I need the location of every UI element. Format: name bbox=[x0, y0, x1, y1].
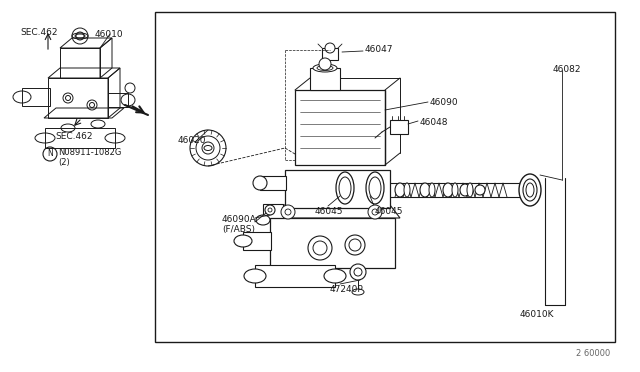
Ellipse shape bbox=[429, 183, 435, 197]
Ellipse shape bbox=[519, 174, 541, 206]
Text: 46082: 46082 bbox=[553, 65, 582, 74]
Bar bbox=[155, 12, 615, 342]
Circle shape bbox=[281, 205, 295, 219]
Ellipse shape bbox=[253, 176, 267, 190]
Ellipse shape bbox=[352, 289, 364, 295]
Bar bbox=[108, 93, 128, 107]
Polygon shape bbox=[265, 205, 400, 218]
Circle shape bbox=[345, 235, 365, 255]
Text: 46010: 46010 bbox=[95, 30, 124, 39]
Text: N08911-1082G
(2): N08911-1082G (2) bbox=[58, 148, 122, 167]
Circle shape bbox=[308, 236, 332, 260]
Bar bbox=[310, 68, 340, 90]
Ellipse shape bbox=[244, 269, 266, 283]
Ellipse shape bbox=[475, 185, 485, 195]
Bar bbox=[285, 170, 390, 208]
Text: 46045: 46045 bbox=[315, 207, 344, 216]
Text: 46047: 46047 bbox=[365, 45, 394, 55]
Ellipse shape bbox=[443, 183, 453, 197]
Bar bbox=[255, 265, 335, 287]
Ellipse shape bbox=[467, 183, 473, 197]
Ellipse shape bbox=[234, 235, 252, 247]
Ellipse shape bbox=[366, 172, 384, 204]
Text: 46090A
(F/ABS): 46090A (F/ABS) bbox=[222, 215, 257, 234]
Bar bbox=[270, 218, 395, 268]
Circle shape bbox=[265, 205, 275, 215]
Circle shape bbox=[325, 43, 335, 53]
Circle shape bbox=[319, 58, 331, 70]
Ellipse shape bbox=[523, 179, 537, 201]
Ellipse shape bbox=[460, 184, 470, 196]
Circle shape bbox=[190, 130, 226, 166]
Text: 46020: 46020 bbox=[178, 136, 207, 145]
Text: SEC.462: SEC.462 bbox=[20, 28, 58, 37]
Text: 46010K: 46010K bbox=[520, 310, 554, 319]
Ellipse shape bbox=[420, 183, 430, 197]
Circle shape bbox=[368, 205, 382, 219]
Ellipse shape bbox=[313, 64, 337, 72]
Bar bbox=[45, 128, 115, 148]
Ellipse shape bbox=[256, 215, 270, 225]
Ellipse shape bbox=[404, 183, 410, 197]
Bar bbox=[22, 88, 50, 106]
Text: SEC.462: SEC.462 bbox=[55, 132, 93, 141]
Ellipse shape bbox=[324, 269, 346, 283]
Ellipse shape bbox=[336, 172, 354, 204]
Bar bbox=[260, 176, 286, 190]
Bar bbox=[390, 120, 408, 134]
Ellipse shape bbox=[395, 183, 405, 197]
Text: 47240P: 47240P bbox=[330, 285, 364, 294]
Circle shape bbox=[350, 264, 366, 280]
Bar bbox=[243, 232, 271, 250]
Bar bbox=[322, 48, 338, 60]
Bar bbox=[263, 204, 283, 220]
Text: N: N bbox=[47, 150, 53, 158]
Text: 2 60000: 2 60000 bbox=[576, 349, 610, 358]
Bar bbox=[295, 90, 385, 165]
Text: 46045: 46045 bbox=[375, 207, 403, 216]
Text: 46048: 46048 bbox=[420, 118, 449, 127]
Ellipse shape bbox=[452, 183, 458, 197]
Text: 46090: 46090 bbox=[430, 98, 459, 107]
